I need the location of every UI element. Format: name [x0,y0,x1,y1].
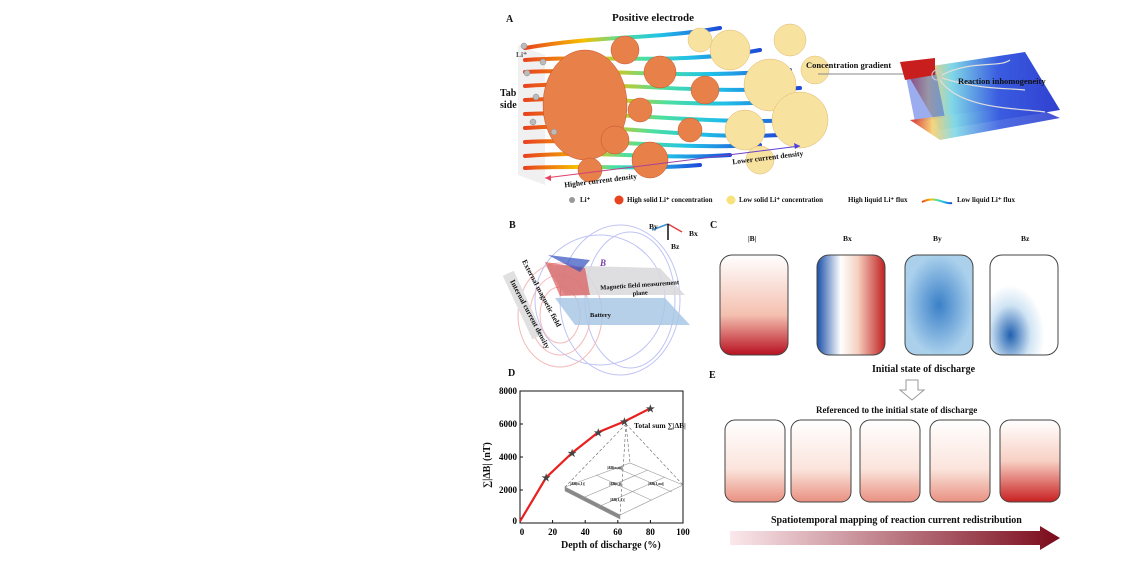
battery-label: Battery [590,312,611,319]
tab-side-label: Tab side [500,88,517,111]
grid-label: |ΔB(1,m)| [648,481,664,486]
grid-label: |ΔB(n,m)| [607,465,624,470]
grid-inset [564,423,684,520]
spatiotemporal-label: Spatiotemporal mapping of reaction curre… [771,515,1022,526]
x-tick-label: 100 [676,527,690,537]
down-arrow-icon [898,379,926,401]
panel-b-label: B [509,220,516,231]
x-tick-label: 60 [613,527,623,537]
data-point-star: ★ [594,428,603,439]
electrode-illustration [518,23,935,185]
initial-state-label: Initial state of discharge [872,364,976,375]
reaction-slab [900,52,1060,140]
column-by: By [933,234,942,243]
high-solid-legend-icon [614,195,624,205]
b-vector-label: B [600,258,607,268]
y-axis-label: ∑|ΔB| (nT) [482,442,493,488]
data-point-star: ★ [646,404,655,415]
data-point-star: ★ [568,448,577,459]
axis-by-label: By [649,222,658,231]
data-point-star: ★ [542,473,551,484]
y-tick-label: 0 [513,516,518,526]
panel-d-label: D [508,368,516,379]
axis-bz-label: Bz [671,242,680,251]
legend-high-solid: High solid Li⁺ concentration [627,196,713,204]
map-by [904,254,974,356]
legend-high-flux: High liquid Li⁺ flux [848,196,908,204]
flux-legend-icon [921,198,953,205]
map-bx [816,254,886,356]
magnetic-field-illustration [502,223,690,376]
li-label: Li⁺ [516,50,528,59]
positive-electrode-label: Positive electrode [612,12,694,24]
panel-e-label: E [709,370,716,381]
total-sum-annotation: Total sum ∑|ΔB| [634,421,686,430]
map-bz [989,254,1059,356]
x-axis-label: Depth of discharge (%) [561,540,661,551]
grid-label: |ΔB(1,1)| [610,497,625,502]
grid-label: |ΔB(n,1)| [570,481,585,486]
plot-frame [519,390,684,524]
legend-low-solid: Low solid Li⁺ concentration [739,196,824,204]
panel-a-label: A [506,14,514,25]
y-tick-label: 6000 [499,419,518,429]
reaction-inhomogeneity-label: Reaction inhomogeneity [958,76,1046,86]
x-tick-label: 80 [646,527,656,537]
y-tick-label: 8000 [499,386,518,396]
discharge-chart: 0 20 40 60 80 100 0 2000 4000 6000 8000 ★ ★ ★ ★ ★ [499,386,690,537]
low-solid-legend-icon [726,195,736,205]
concentration-gradient-label: Concentration gradient [806,60,892,70]
referenced-label: Referenced to the initial state of disch… [816,405,978,415]
y-tick-label: 2000 [499,485,518,495]
x-tick-label: 0 [520,527,525,537]
axis-bx-label: Bx [689,229,698,238]
legend-low-flux: Low liquid Li⁺ flux [957,196,1015,204]
time-arrow [730,526,1060,550]
column-bx: Bx [843,234,852,243]
field-maps [719,254,1061,550]
li-legend-icon [569,197,575,203]
data-point-star: ★ [620,417,629,428]
x-tick-label: 40 [581,527,591,537]
y-tick-label: 4000 [499,452,518,462]
column-abs-b: |B| [748,234,757,243]
x-tick-label: 20 [548,527,558,537]
panel-c-label: C [710,220,718,231]
column-bz: Bz [1021,234,1030,243]
grid-label: |ΔB(i,j)| [609,481,623,486]
legend-li: Li⁺ [580,196,591,204]
series-line [519,407,651,522]
map-abs-b [719,254,789,356]
